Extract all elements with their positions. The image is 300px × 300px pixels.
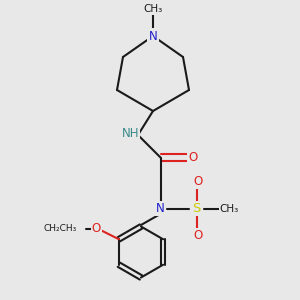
Text: NH: NH xyxy=(122,127,139,140)
Text: CH₃: CH₃ xyxy=(220,203,239,214)
Text: N: N xyxy=(148,29,158,43)
Text: N: N xyxy=(156,202,165,215)
Text: CH₂CH₃: CH₂CH₃ xyxy=(43,224,76,233)
Text: O: O xyxy=(194,175,202,188)
Text: S: S xyxy=(192,202,201,215)
Text: O: O xyxy=(194,229,202,242)
Text: CH₃: CH₃ xyxy=(143,4,163,14)
Text: O: O xyxy=(92,222,101,235)
Text: O: O xyxy=(188,151,197,164)
